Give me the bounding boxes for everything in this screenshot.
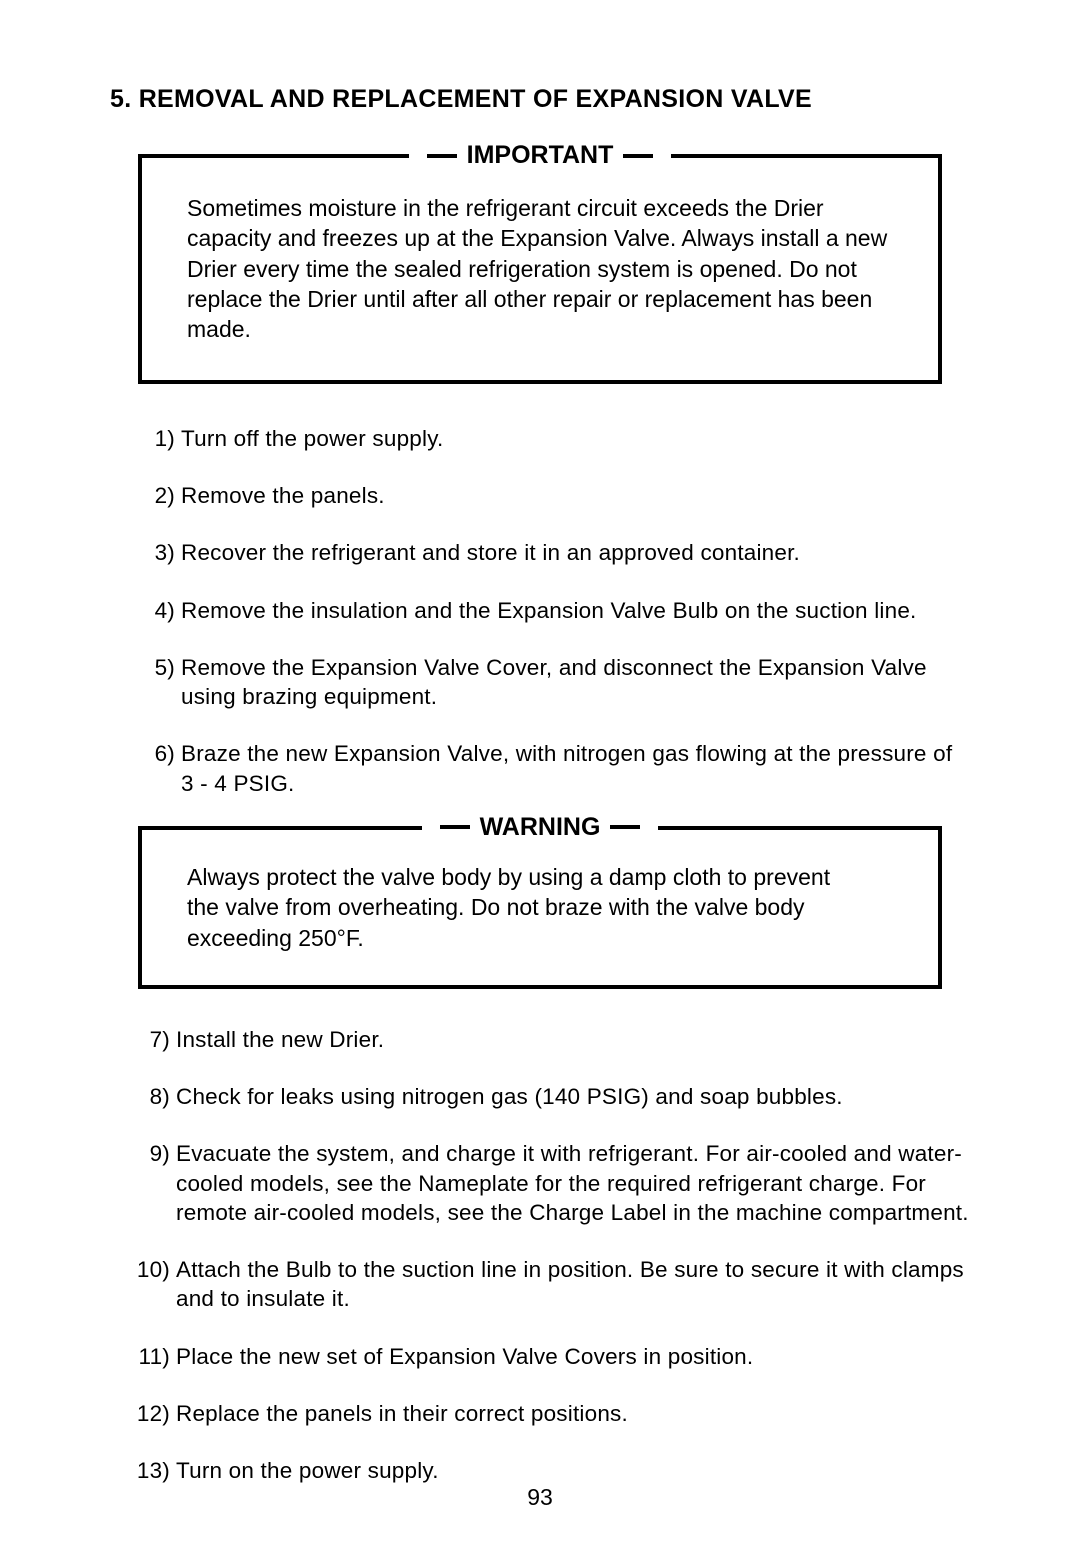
step-text: Install the new Drier. xyxy=(176,1025,970,1054)
step-text: Braze the new Expansion Valve, with nitr… xyxy=(181,739,970,798)
step-text: Check for leaks using nitrogen gas (140 … xyxy=(176,1082,970,1111)
section-title: 5. REMOVAL AND REPLACEMENT OF EXPANSION … xyxy=(110,85,970,114)
warning-body: Always protect the valve body by using a… xyxy=(187,862,893,953)
steps-upper: 1) Turn off the power supply. 2) Remove … xyxy=(140,424,970,798)
page: 5. REMOVAL AND REPLACEMENT OF EXPANSION … xyxy=(0,0,1080,1553)
callout-title-wrap: WARNING xyxy=(142,813,938,842)
warning-label: WARNING xyxy=(422,813,659,842)
step-text: Turn on the power supply. xyxy=(176,1456,970,1485)
step-text: Recover the refrigerant and store it in … xyxy=(181,538,970,567)
step-item: 7) Install the new Drier. xyxy=(122,1025,970,1054)
step-text: Remove the panels. xyxy=(181,481,970,510)
step-number: 10) xyxy=(122,1255,176,1314)
step-number: 13) xyxy=(122,1456,176,1485)
rule-left xyxy=(427,154,457,158)
step-number: 9) xyxy=(122,1139,176,1227)
warning-label-text: WARNING xyxy=(480,813,601,842)
step-number: 6) xyxy=(140,739,181,798)
step-item: 2) Remove the panels. xyxy=(140,481,970,510)
rule-left xyxy=(440,825,470,829)
step-number: 1) xyxy=(140,424,181,453)
step-item: 8) Check for leaks using nitrogen gas (1… xyxy=(122,1082,970,1111)
step-number: 7) xyxy=(122,1025,176,1054)
important-callout: IMPORTANT Sometimes moisture in the refr… xyxy=(138,154,942,384)
rule-right xyxy=(610,825,640,829)
step-number: 3) xyxy=(140,538,181,567)
step-item: 11) Place the new set of Expansion Valve… xyxy=(122,1342,970,1371)
important-label-text: IMPORTANT xyxy=(467,141,614,170)
step-item: 9) Evacuate the system, and charge it wi… xyxy=(122,1139,970,1227)
page-number: 93 xyxy=(0,1484,1080,1511)
step-text: Attach the Bulb to the suction line in p… xyxy=(176,1255,970,1314)
step-number: 12) xyxy=(122,1399,176,1428)
important-body: Sometimes moisture in the refrigerant ci… xyxy=(187,193,893,345)
step-item: 1) Turn off the power supply. xyxy=(140,424,970,453)
step-text: Remove the Expansion Valve Cover, and di… xyxy=(181,653,970,712)
step-item: 10) Attach the Bulb to the suction line … xyxy=(122,1255,970,1314)
step-number: 5) xyxy=(140,653,181,712)
step-text: Remove the insulation and the Expansion … xyxy=(181,596,970,625)
step-number: 4) xyxy=(140,596,181,625)
step-item: 13) Turn on the power supply. xyxy=(122,1456,970,1485)
step-text: Place the new set of Expansion Valve Cov… xyxy=(176,1342,970,1371)
step-item: 4) Remove the insulation and the Expansi… xyxy=(140,596,970,625)
steps-lower: 7) Install the new Drier. 8) Check for l… xyxy=(122,1025,970,1486)
step-text: Turn off the power supply. xyxy=(181,424,970,453)
step-number: 8) xyxy=(122,1082,176,1111)
step-number: 11) xyxy=(122,1342,176,1371)
step-item: 3) Recover the refrigerant and store it … xyxy=(140,538,970,567)
callout-title-wrap: IMPORTANT xyxy=(142,141,938,170)
step-item: 5) Remove the Expansion Valve Cover, and… xyxy=(140,653,970,712)
important-label: IMPORTANT xyxy=(409,141,672,170)
warning-callout: WARNING Always protect the valve body by… xyxy=(138,826,942,989)
step-item: 6) Braze the new Expansion Valve, with n… xyxy=(140,739,970,798)
step-number: 2) xyxy=(140,481,181,510)
step-text: Replace the panels in their correct posi… xyxy=(176,1399,970,1428)
step-item: 12) Replace the panels in their correct … xyxy=(122,1399,970,1428)
rule-right xyxy=(623,154,653,158)
step-text: Evacuate the system, and charge it with … xyxy=(176,1139,970,1227)
